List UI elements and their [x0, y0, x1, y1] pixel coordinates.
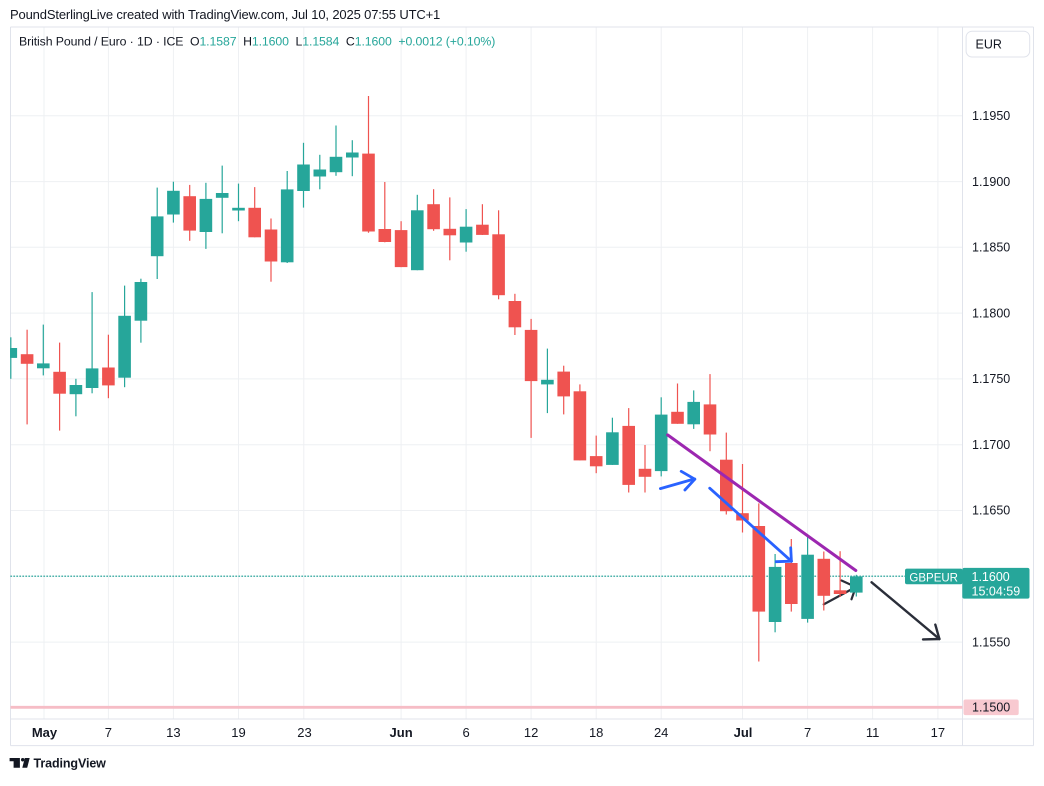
svg-text:13: 13 — [166, 725, 180, 740]
svg-text:17: 17 — [931, 725, 945, 740]
svg-text:7: 7 — [804, 725, 811, 740]
svg-text:1.1800: 1.1800 — [972, 306, 1010, 320]
svg-text:EUR: EUR — [976, 37, 1002, 51]
svg-text:1.1700: 1.1700 — [972, 438, 1010, 452]
svg-text:7: 7 — [105, 725, 112, 740]
svg-text:1.1750: 1.1750 — [972, 372, 1010, 386]
svg-text:PoundSterlingLive created with: PoundSterlingLive created with TradingVi… — [10, 7, 440, 22]
svg-text:Jul: Jul — [734, 725, 753, 740]
svg-text:6: 6 — [462, 725, 469, 740]
svg-text:15:04:59: 15:04:59 — [972, 584, 1021, 598]
svg-text:1.1850: 1.1850 — [972, 241, 1010, 255]
svg-text:GBPEUR: GBPEUR — [909, 572, 958, 584]
svg-text:19: 19 — [231, 725, 245, 740]
svg-text:18: 18 — [589, 725, 603, 740]
svg-text:1.1500: 1.1500 — [972, 701, 1010, 715]
svg-text:May: May — [32, 725, 58, 740]
svg-text:1.1950: 1.1950 — [972, 109, 1010, 123]
svg-text:1.1650: 1.1650 — [972, 504, 1010, 518]
svg-text:1.1600: 1.1600 — [972, 570, 1010, 584]
svg-text:24: 24 — [654, 725, 668, 740]
svg-text:TradingView: TradingView — [34, 757, 107, 771]
svg-text:1.1550: 1.1550 — [972, 635, 1010, 649]
svg-text:British Pound / Euro · 1D · IC: British Pound / Euro · 1D · ICE O1.1587 … — [19, 35, 495, 49]
svg-text:11: 11 — [866, 725, 880, 740]
svg-text:Jun: Jun — [390, 725, 413, 740]
svg-text:12: 12 — [524, 725, 538, 740]
svg-text:23: 23 — [297, 725, 311, 740]
svg-text:1.1900: 1.1900 — [972, 175, 1010, 189]
